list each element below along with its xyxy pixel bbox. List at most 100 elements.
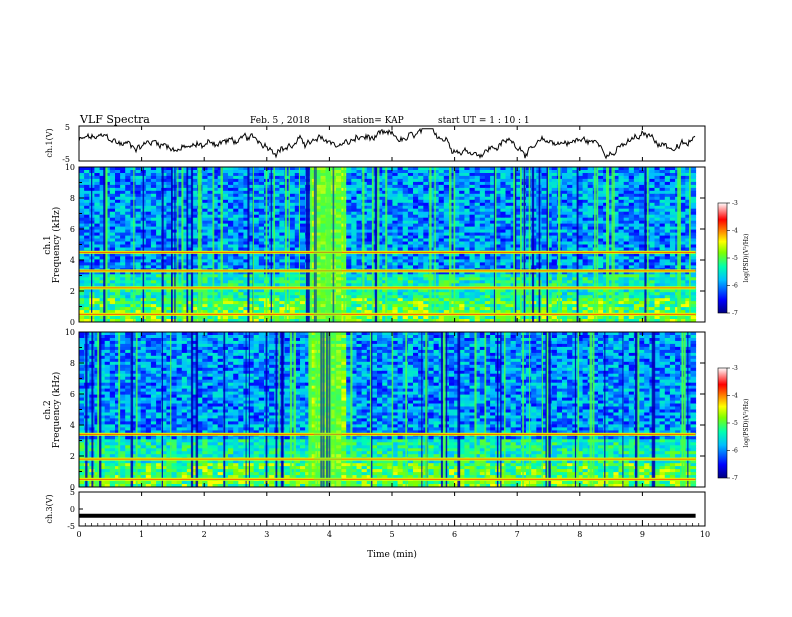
- ch1-cell: [146, 245, 152, 249]
- ch1-cell: [629, 280, 635, 284]
- ch1-cell: [562, 215, 568, 219]
- ch1-cell: [588, 277, 594, 281]
- ch1-cell: [639, 167, 645, 171]
- ch1-cell: [624, 233, 630, 237]
- ch1-cell: [79, 233, 85, 237]
- ch1-cell: [413, 230, 419, 234]
- ch1-cell: [254, 253, 260, 257]
- ch1-cell: [418, 218, 424, 222]
- ch1-cell: [403, 280, 409, 284]
- ch1-cell: [300, 230, 306, 234]
- ch1-cell: [84, 203, 90, 207]
- ch1-cell: [351, 280, 357, 284]
- ch1-cell: [598, 185, 604, 189]
- ch1-cell: [259, 191, 265, 195]
- ch1-cell: [125, 262, 131, 266]
- ch1-cell: [120, 233, 126, 237]
- ch1-cell: [485, 182, 491, 186]
- ch1-cell: [238, 170, 244, 174]
- ch1-cell: [228, 182, 234, 186]
- ch1-cell: [392, 239, 398, 243]
- ch1-cell: [500, 194, 506, 198]
- ch1-cell: [475, 274, 481, 278]
- ch1-cell: [439, 253, 445, 257]
- ch1-cell: [660, 242, 666, 246]
- ch1-cell: [480, 203, 486, 207]
- ch1-cell: [259, 224, 265, 228]
- ch1-cell: [202, 167, 208, 171]
- ch1-cell: [290, 191, 296, 195]
- ch1-cell: [619, 200, 625, 204]
- ch1-cell: [223, 245, 229, 249]
- ch1-cell: [500, 185, 506, 189]
- ch1-cell: [202, 274, 208, 278]
- ch1-cell: [634, 253, 640, 257]
- ch1-cell: [588, 191, 594, 195]
- ch1-cell: [290, 185, 296, 189]
- ch1-cell: [146, 289, 152, 293]
- ch1-cell: [408, 280, 414, 284]
- ch1-cell: [655, 239, 661, 243]
- ch1-cell: [423, 182, 429, 186]
- ch1-cell: [423, 256, 429, 260]
- ch1-cell: [223, 239, 229, 243]
- ch1-cell: [259, 176, 265, 180]
- ch1-cell: [223, 262, 229, 266]
- ch1-cell: [274, 259, 280, 263]
- ch1-cell: [357, 256, 363, 260]
- ch1-cell: [228, 197, 234, 201]
- ch1-cell: [475, 233, 481, 237]
- ch1-cell: [418, 280, 424, 284]
- ch1-cell: [202, 191, 208, 195]
- ch1-cell: [634, 215, 640, 219]
- ch1-cell: [367, 277, 373, 281]
- ch1-cell: [655, 209, 661, 213]
- ch1-cell: [444, 262, 450, 266]
- ch1-cell: [562, 274, 568, 278]
- ch1-cell: [413, 280, 419, 284]
- ch1-cell: [470, 203, 476, 207]
- ch1-cell: [110, 253, 116, 257]
- ch1-cell: [655, 170, 661, 174]
- ch1-cell: [398, 248, 404, 252]
- ch1-cell: [660, 259, 666, 263]
- ch1-cell: [567, 277, 573, 281]
- ch1-cell: [500, 256, 506, 260]
- ch1-cell: [588, 218, 594, 222]
- ch1-cell: [649, 170, 655, 174]
- ch1-cell: [691, 248, 697, 252]
- ch1-cell: [136, 233, 142, 237]
- ch1-spectrogram-image: [79, 167, 705, 323]
- ch1-cell: [202, 277, 208, 281]
- ch1-cell: [110, 289, 116, 293]
- ch1-cell: [274, 167, 280, 171]
- ch1-cell: [583, 212, 589, 216]
- ch1-cell: [94, 167, 100, 171]
- ch1-cell: [228, 212, 234, 216]
- ch1-cell: [357, 215, 363, 219]
- ch1-cell: [567, 230, 573, 234]
- ch1-cell: [274, 274, 280, 278]
- ch1-cell: [156, 262, 162, 266]
- ch1-cell: [94, 200, 100, 204]
- ch1-cell: [660, 200, 666, 204]
- ch1-cell: [387, 242, 393, 246]
- ch1-cell: [680, 170, 686, 174]
- ch1-cell: [475, 176, 481, 180]
- ch1-cell: [619, 277, 625, 281]
- ch1-cell: [403, 248, 409, 252]
- ch1-cell: [475, 179, 481, 183]
- ch1-cell: [655, 256, 661, 260]
- ch1-cell: [408, 227, 414, 231]
- ch1-cell: [624, 224, 630, 228]
- ch1-cell: [125, 245, 131, 249]
- ch1-cell: [444, 179, 450, 183]
- ch1-cell: [480, 233, 486, 237]
- ch1-cell: [274, 242, 280, 246]
- ch1-cell: [567, 248, 573, 252]
- ch1-cell: [598, 197, 604, 201]
- ch1-cell: [598, 224, 604, 228]
- ch1-cell: [444, 233, 450, 237]
- ch1-cell: [649, 274, 655, 278]
- ch1-cell: [202, 185, 208, 189]
